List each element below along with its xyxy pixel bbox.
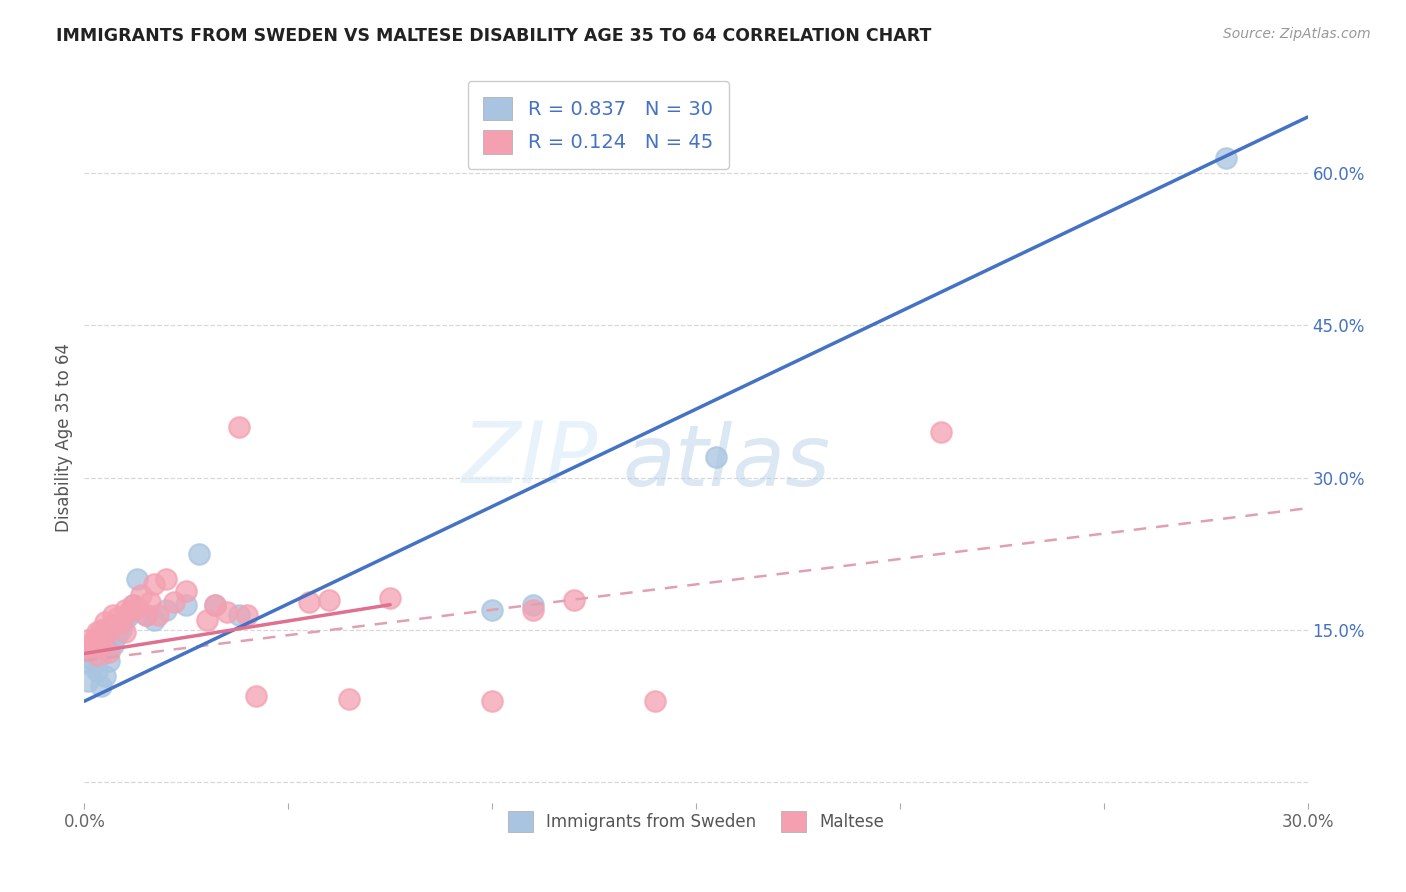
Point <box>93 628 115 642</box>
Point <box>97 621 120 635</box>
Point <box>298 594 321 608</box>
Point <box>204 598 226 612</box>
Point <box>82 635 104 649</box>
Point <box>110 623 132 637</box>
Y-axis label: Disability Age 35 to 64: Disability Age 35 to 64 <box>55 343 73 532</box>
Point <box>101 618 124 632</box>
Point <box>101 607 124 622</box>
Point <box>318 592 340 607</box>
Point <box>114 613 136 627</box>
Text: Source: ZipAtlas.com: Source: ZipAtlas.com <box>1223 27 1371 41</box>
Point <box>522 603 544 617</box>
Point <box>90 679 112 693</box>
Point <box>114 625 136 640</box>
Point <box>187 547 209 561</box>
Text: atlas: atlas <box>623 421 831 504</box>
Point <box>644 694 666 708</box>
Point <box>97 645 120 659</box>
Point <box>131 588 153 602</box>
Point <box>77 673 100 688</box>
Point <box>86 643 108 657</box>
Point <box>101 638 124 652</box>
Point <box>93 615 115 629</box>
Point <box>1215 151 1237 165</box>
Point <box>380 591 402 605</box>
Point <box>77 643 100 657</box>
Point <box>86 664 108 678</box>
Point <box>174 584 197 599</box>
Point <box>93 643 115 657</box>
Point <box>146 607 169 622</box>
Point <box>97 654 120 668</box>
Point <box>90 648 112 663</box>
Point <box>228 607 250 622</box>
Point <box>105 628 128 642</box>
Point <box>97 633 120 648</box>
Point <box>217 605 239 619</box>
Point <box>110 615 132 629</box>
Point <box>163 594 186 608</box>
Point <box>82 654 104 668</box>
Point <box>90 623 112 637</box>
Point <box>105 611 128 625</box>
Point <box>562 592 585 607</box>
Point <box>86 632 108 646</box>
Point <box>127 572 149 586</box>
Point <box>245 689 267 703</box>
Point <box>118 607 141 622</box>
Legend: Immigrants from Sweden, Maltese: Immigrants from Sweden, Maltese <box>501 805 891 838</box>
Point <box>122 598 145 612</box>
Point <box>122 598 145 612</box>
Point <box>236 607 259 622</box>
Point <box>142 613 165 627</box>
Point <box>118 605 141 619</box>
Point <box>101 618 124 632</box>
Point <box>204 598 226 612</box>
Point <box>929 425 952 439</box>
Point <box>138 594 160 608</box>
Point <box>155 603 177 617</box>
Point <box>127 600 149 615</box>
Point <box>228 420 250 434</box>
Point <box>481 603 503 617</box>
Point <box>174 598 197 612</box>
Point <box>114 603 136 617</box>
Point <box>86 648 108 663</box>
Point <box>481 694 503 708</box>
Point <box>155 572 177 586</box>
Point <box>142 577 165 591</box>
Point <box>522 598 544 612</box>
Point <box>90 638 112 652</box>
Point <box>339 692 361 706</box>
Point <box>135 607 157 622</box>
Point <box>135 607 157 622</box>
Point <box>706 450 728 465</box>
Point <box>82 641 104 656</box>
Point <box>86 625 108 640</box>
Point <box>82 658 104 673</box>
Text: IMMIGRANTS FROM SWEDEN VS MALTESE DISABILITY AGE 35 TO 64 CORRELATION CHART: IMMIGRANTS FROM SWEDEN VS MALTESE DISABI… <box>56 27 932 45</box>
Point <box>195 613 218 627</box>
Text: ZIP: ZIP <box>461 417 598 500</box>
Point <box>77 633 100 648</box>
Point <box>93 669 115 683</box>
